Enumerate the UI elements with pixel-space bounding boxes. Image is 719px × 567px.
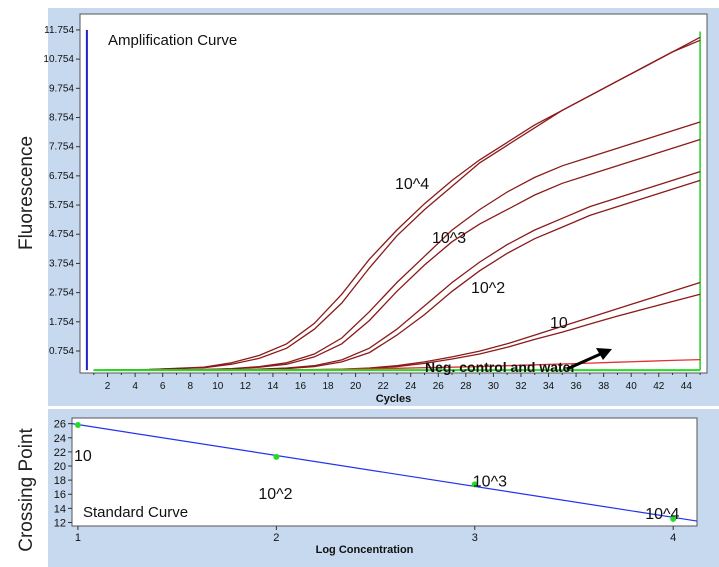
- amplification-x-tick-label: 42: [653, 381, 665, 392]
- amplification-x-tick-label: 12: [240, 381, 252, 392]
- amplification-x-tick-label: 28: [460, 381, 472, 392]
- annotation-10: 10: [550, 315, 568, 332]
- amplification-y-tick-label: 8.754: [49, 112, 74, 123]
- amplification-series-line-4: [93, 138, 701, 371]
- amplification-x-tick-label: 44: [681, 381, 693, 392]
- amplification-x-tick-label: 36: [571, 381, 583, 392]
- standard-y-tick-label: 20: [54, 461, 66, 473]
- standard-point-3: [471, 481, 478, 488]
- amplification-x-tick-label: 34: [543, 381, 555, 392]
- standard-x-tick-label: 4: [670, 532, 676, 544]
- amplification-plot-area: [79, 13, 708, 374]
- standard-y-tick-label: 12: [54, 517, 66, 529]
- amplification-x-tick-label: 16: [295, 381, 307, 392]
- neg-control-arrow-shaft: [566, 350, 606, 371]
- amplification-y-tick-label: 4.754: [49, 229, 74, 240]
- amplification-x-tick-label: 32: [515, 381, 527, 392]
- amplification-x-tick-label: 4: [132, 381, 138, 392]
- amplification-x-tick-label: 10: [212, 381, 224, 392]
- amplification-x-axis-label: Cycles: [376, 393, 411, 405]
- standard-point-label-1: 10: [74, 448, 92, 465]
- standard-chart-title: Standard Curve: [83, 504, 188, 521]
- amplification-x-tick-label: 20: [350, 381, 362, 392]
- standard-point-label-4: 10^4: [645, 506, 679, 523]
- standard-fit-line: [71, 423, 698, 522]
- standard-x-tick-label: 3: [472, 532, 478, 544]
- standard-point-2: [273, 453, 280, 460]
- standard-y-tick-label: 24: [54, 433, 66, 445]
- standard-y-tick-label: 22: [54, 447, 66, 459]
- amplification-x-tick-label: 2: [105, 381, 111, 392]
- standard-x-axis-label: Log Concentration: [316, 544, 414, 556]
- annotation-10-4: 10^4: [395, 176, 429, 193]
- neg-control-arrow-head: [596, 348, 612, 360]
- annotation-10-2: 10^2: [471, 280, 505, 297]
- amplification-y-tick-label: 5.754: [49, 200, 74, 211]
- standard-y-tick-label: 16: [54, 489, 66, 501]
- annotation-10-3: 10^3: [432, 230, 466, 247]
- amplification-y-tick-label: 2.754: [49, 288, 74, 299]
- amplification-chart-title: Amplification Curve: [108, 32, 237, 49]
- amplification-y-tick-label: 7.754: [49, 142, 74, 153]
- amplification-x-tick-label: 38: [598, 381, 610, 392]
- standard-point-label-3: 10^3: [473, 473, 507, 490]
- amplification-y-tick-label: 6.754: [49, 171, 74, 182]
- standard-y-tick-label: 18: [54, 475, 66, 487]
- amplification-y-tick-label: 11.754: [44, 25, 74, 36]
- amplification-x-tick-label: 8: [187, 381, 193, 392]
- standard-point-4: [670, 515, 677, 522]
- standard-point-label-2: 10^2: [258, 486, 292, 503]
- amplification-x-tick-label: 40: [626, 381, 638, 392]
- standard-y-tick-label: 26: [54, 419, 66, 431]
- amplification-y-tick-label: 9.754: [49, 83, 74, 94]
- amplification-x-tick-label: 18: [322, 381, 334, 392]
- amplification-x-tick-label: 22: [378, 381, 390, 392]
- amplification-x-tick-label: 30: [488, 381, 500, 392]
- amplification-x-tick-label: 14: [267, 381, 279, 392]
- amplification-x-tick-label: 6: [160, 381, 166, 392]
- amplification-y-tick-label: 1.754: [49, 317, 74, 328]
- amplification-series-line-2: [93, 39, 701, 371]
- standard-x-tick-label: 1: [75, 532, 81, 544]
- amplification-x-tick-label: 24: [405, 381, 417, 392]
- amplification-x-tick-label: 26: [433, 381, 445, 392]
- amplification-y-tick-label: 10.754: [43, 54, 74, 65]
- amplification-y-tick-label: 3.754: [49, 258, 74, 269]
- annotation-neg-control: Neg. control and water: [425, 359, 576, 375]
- amplification-y-tick-label: 0.754: [49, 346, 74, 357]
- standard-point-1: [74, 422, 81, 429]
- standard-y-tick-label: 14: [54, 503, 66, 515]
- standard-x-tick-label: 2: [273, 532, 279, 544]
